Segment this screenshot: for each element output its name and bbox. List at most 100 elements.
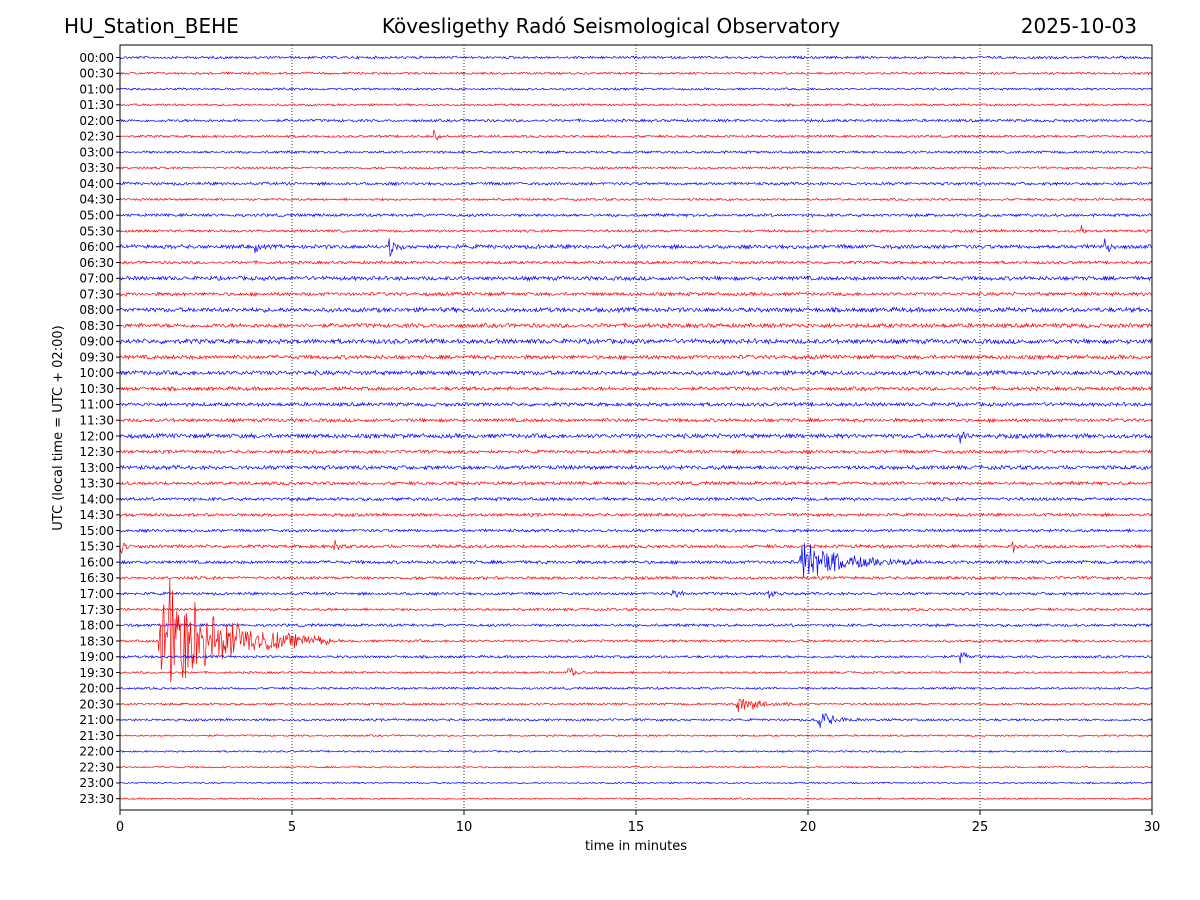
- trace-1400: [119, 496, 1153, 503]
- trace-0600: [119, 238, 1153, 258]
- y-tick-label: 17:30: [79, 603, 114, 617]
- trace-0830: [119, 322, 1153, 329]
- trace-0400: [119, 181, 1153, 187]
- y-tick-label: 11:30: [79, 414, 114, 428]
- y-tick-label: 08:00: [79, 303, 114, 317]
- y-tick-label: 16:30: [79, 571, 114, 585]
- trace-0700: [119, 275, 1153, 282]
- trace-1830: [119, 578, 1153, 683]
- y-tick-label: 18:00: [79, 619, 114, 633]
- y-tick-label: 05:30: [79, 224, 114, 238]
- trace-1030: [119, 385, 1153, 393]
- trace-2100: [119, 713, 1153, 728]
- trace-1300: [119, 464, 1153, 471]
- trace-1230: [119, 448, 1153, 455]
- y-tick-label: 13:00: [79, 461, 114, 475]
- y-tick-label: 15:30: [79, 540, 114, 554]
- trace-1430: [119, 512, 1153, 518]
- trace-1000: [119, 369, 1153, 377]
- trace-2030: [119, 698, 1153, 713]
- y-tick-label: 10:30: [79, 382, 114, 396]
- trace-1900: [119, 652, 1153, 664]
- y-tick-label: 01:00: [79, 82, 114, 96]
- y-tick-label: 14:00: [79, 492, 114, 506]
- x-tick-label: 10: [456, 820, 473, 835]
- trace-0800: [119, 306, 1153, 314]
- y-tick-label: 12:00: [79, 429, 114, 443]
- trace-1730: [119, 607, 1153, 612]
- x-axis-label: time in minutes: [585, 839, 687, 854]
- trace-0000: [119, 55, 1153, 60]
- y-tick-label: 07:00: [79, 272, 114, 286]
- y-tick-label: 23:30: [79, 792, 114, 806]
- y-tick-label: 00:00: [79, 51, 114, 65]
- y-tick-label: 07:30: [79, 287, 114, 301]
- chart-title: Kövesligethy Radó Seismological Observat…: [381, 14, 841, 38]
- x-tick-label: 15: [628, 820, 645, 835]
- trace-1930: [119, 667, 1153, 677]
- trace-1700: [119, 589, 1153, 599]
- trace-2130: [119, 733, 1153, 738]
- trace-1630: [119, 575, 1153, 581]
- y-tick-label: 00:30: [79, 67, 114, 81]
- trace-0330: [119, 165, 1153, 170]
- y-tick-label: 15:00: [79, 524, 114, 538]
- y-tick-label: 06:30: [79, 256, 114, 270]
- trace-0730: [119, 291, 1153, 298]
- y-tick-label: 12:30: [79, 445, 114, 459]
- trace-0030: [119, 71, 1153, 76]
- trace-1100: [119, 401, 1153, 408]
- y-tick-label: 11:00: [79, 398, 114, 412]
- x-tick-label: 5: [288, 820, 296, 835]
- y-tick-label: 13:30: [79, 477, 114, 491]
- y-tick-label: 20:30: [79, 697, 114, 711]
- trace-1600: [119, 543, 1153, 577]
- y-tick-label: 18:30: [79, 634, 114, 648]
- trace-2200: [119, 749, 1153, 754]
- y-tick-label: 03:00: [79, 145, 114, 159]
- x-tick-label: 30: [1144, 820, 1161, 835]
- trace-1130: [119, 417, 1153, 424]
- y-tick-label: 08:30: [79, 319, 114, 333]
- y-tick-label: 06:00: [79, 240, 114, 254]
- x-tick-label: 25: [972, 820, 989, 835]
- trace-0100: [119, 87, 1153, 92]
- y-tick-label: 10:00: [79, 366, 114, 380]
- y-tick-label: 01:30: [79, 98, 114, 112]
- y-tick-label: 22:30: [79, 760, 114, 774]
- y-tick-label: 21:30: [79, 729, 114, 743]
- y-tick-label: 04:30: [79, 193, 114, 207]
- trace-0930: [119, 353, 1153, 361]
- y-tick-label: 05:00: [79, 209, 114, 223]
- trace-0230: [119, 129, 1153, 141]
- vertical-grid: [291, 45, 981, 810]
- trace-0500: [119, 212, 1153, 218]
- y-tick-label: 09:00: [79, 335, 114, 349]
- y-tick-label: 19:30: [79, 666, 114, 680]
- trace-0130: [119, 102, 1153, 107]
- trace-group: [119, 55, 1153, 801]
- trace-0200: [119, 118, 1153, 123]
- y-axis-label: UTC (local time = UTC + 02:00): [51, 325, 66, 530]
- trace-1530: [119, 539, 1153, 555]
- chart-date: 2025-10-03: [1020, 14, 1137, 38]
- y-tick-label: 09:30: [79, 350, 114, 364]
- y-tick-label: 23:00: [79, 776, 114, 790]
- trace-0430: [119, 197, 1153, 202]
- y-tick-label: 02:30: [79, 130, 114, 144]
- trace-2000: [119, 686, 1153, 691]
- y-tick-label: 21:00: [79, 713, 114, 727]
- y-tick-label: 03:30: [79, 161, 114, 175]
- y-tick-label: 20:00: [79, 682, 114, 696]
- station-name: HU_Station_BEHE: [64, 14, 239, 38]
- y-tick-label: 17:00: [79, 587, 114, 601]
- trace-0300: [119, 149, 1153, 155]
- trace-2330: [119, 797, 1153, 801]
- trace-0630: [119, 259, 1153, 266]
- trace-1330: [119, 480, 1153, 487]
- y-tick-label: 02:00: [79, 114, 114, 128]
- trace-1500: [119, 527, 1153, 534]
- trace-1800: [119, 622, 1153, 628]
